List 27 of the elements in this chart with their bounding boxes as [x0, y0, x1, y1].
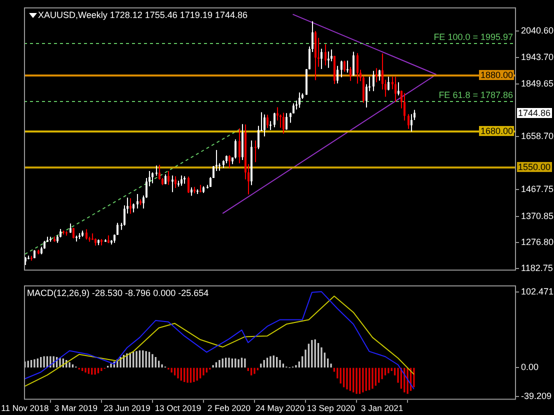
x-tick-label: 3 Jan 2021 — [361, 403, 404, 414]
chart-title: MACD(12,26,9) -28.530 -8.796 0.000 -25.654 — [27, 288, 209, 298]
x-tick-label: 2 Feb 2020 — [207, 403, 251, 414]
y-tick-label: 1276.80 — [521, 237, 554, 248]
x-tick-label: 3 Mar 2019 — [54, 403, 98, 414]
text: 1744.86 — [517, 108, 552, 118]
y-tick-label: 1370.85 — [521, 211, 554, 222]
x-tick-label: 24 May 2020 — [255, 403, 305, 414]
x-tick-label: 13 Oct 2019 — [154, 403, 202, 414]
x-tick-label: 11 Nov 2018 — [1, 403, 49, 414]
y-tick-label: -39.209 — [521, 391, 552, 402]
ref-line-label: 1550.00 — [517, 162, 552, 172]
y-tick-label: 1467.75 — [521, 184, 554, 194]
y-tick-label: 1849.65 — [521, 78, 554, 88]
y-tick-label: 1658.70 — [521, 131, 554, 142]
x-tick-label: 23 Jun 2019 — [104, 403, 151, 414]
ref-line-label: 1680.00 — [479, 126, 514, 136]
chart-title: XAUUSD,Weekly 1728.12 1755.46 1719.19 1744.86 — [38, 10, 248, 20]
ref-line-label: FE 61.8 = 1787.86 — [438, 90, 513, 100]
y-tick-label: 1182.75 — [521, 263, 553, 274]
ref-line-label: 1880.00 — [479, 70, 514, 80]
ref-line-label: FE 100.0 = 1995.97 — [434, 32, 513, 42]
y-tick-label: 102.471 — [521, 286, 554, 297]
y-tick-label: 2040.60 — [521, 25, 554, 36]
y-tick-label: 1943.70 — [521, 52, 554, 62]
x-tick-label: 13 Sep 2020 — [306, 403, 356, 414]
y-tick-label: 0.00 — [521, 362, 539, 372]
